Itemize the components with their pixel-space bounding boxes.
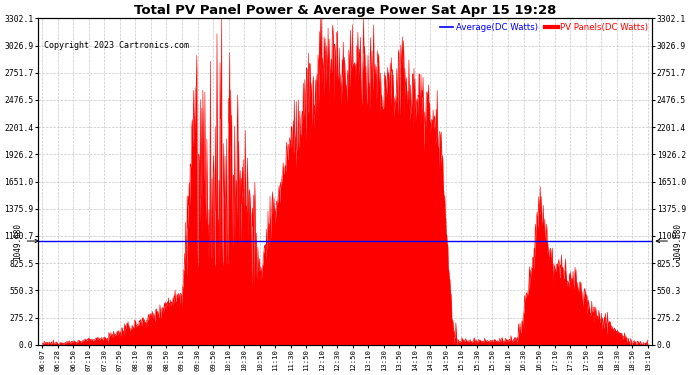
Title: Total PV Panel Power & Average Power Sat Apr 15 19:28: Total PV Panel Power & Average Power Sat… xyxy=(134,4,556,17)
Text: Copyright 2023 Cartronics.com: Copyright 2023 Cartronics.com xyxy=(43,41,189,50)
Text: 1049.680: 1049.680 xyxy=(656,222,682,260)
Legend: Average(DC Watts), PV Panels(DC Watts): Average(DC Watts), PV Panels(DC Watts) xyxy=(440,22,648,32)
Text: 1049.680: 1049.680 xyxy=(12,222,39,260)
